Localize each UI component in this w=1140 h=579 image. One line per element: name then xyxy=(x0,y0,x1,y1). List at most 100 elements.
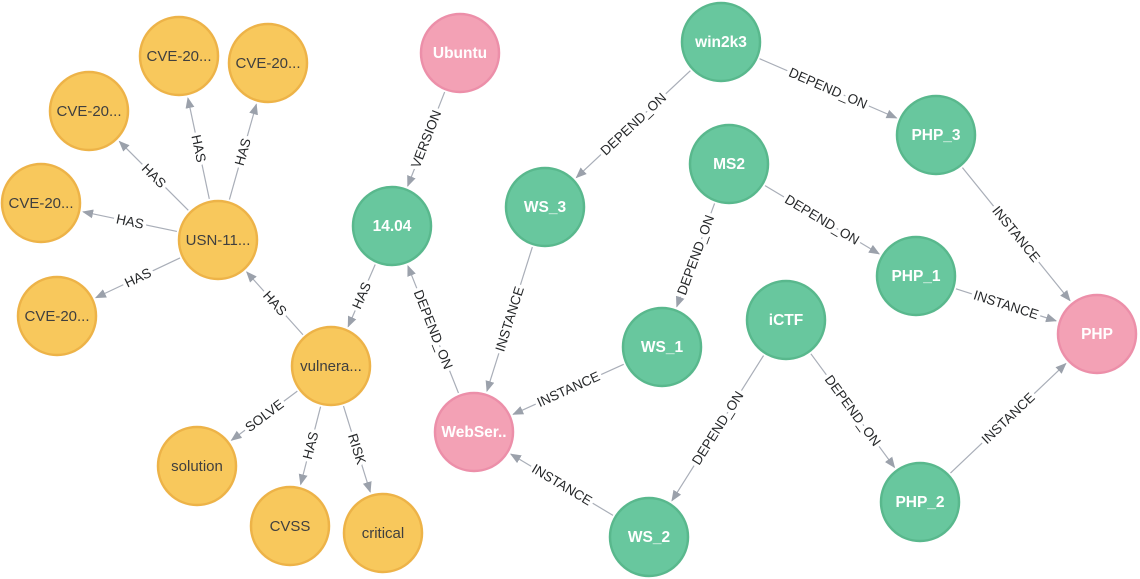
edge-label-ms2-php1[interactable]: DEPEND_ON xyxy=(779,188,866,251)
node-circle-cve_a[interactable] xyxy=(138,15,220,97)
graph-node-cve_c[interactable]: CVE-20... xyxy=(48,70,130,152)
node-circle-php3[interactable] xyxy=(895,94,977,176)
edge-label-ws3-webser[interactable]: INSTANCE xyxy=(489,281,531,357)
edge-line-has[interactable] xyxy=(246,271,304,336)
edge-label-php1-php[interactable]: INSTANCE xyxy=(968,284,1044,326)
node-circle-cve_b[interactable] xyxy=(227,22,309,104)
edge-label-vulnera-cvss[interactable]: HAS xyxy=(296,427,324,465)
edge-line-has[interactable] xyxy=(94,257,181,299)
graph-edge-ubuntu-v1404 xyxy=(407,91,446,187)
edge-label-ws1-webser[interactable]: INSTANCE xyxy=(531,365,605,413)
graph-node-ms2[interactable]: MS2 xyxy=(688,123,770,205)
edge-label-webser-v1404[interactable]: DEPEND_ON xyxy=(407,284,459,375)
edge-label-v1404-vulnera[interactable]: HAS xyxy=(346,276,378,314)
graph-node-ubuntu[interactable]: Ubuntu xyxy=(419,12,501,94)
graph-node-php2[interactable]: PHP_2 xyxy=(879,461,961,543)
graph-node-solution[interactable]: solution xyxy=(156,425,238,507)
graph-node-ws2[interactable]: WS_2 xyxy=(608,496,690,578)
graph-node-php3[interactable]: PHP_3 xyxy=(895,94,977,176)
edge-line-instance[interactable] xyxy=(950,362,1067,474)
edge-label-usn-cve_e[interactable]: HAS xyxy=(119,262,158,294)
node-circle-webser[interactable] xyxy=(433,391,515,473)
edge-label-win2k3-ws3[interactable]: DEPEND_ON xyxy=(594,86,673,161)
node-circle-solution[interactable] xyxy=(156,425,238,507)
edge-line-instance[interactable] xyxy=(961,167,1071,302)
edge-label-php3-php[interactable]: INSTANCE xyxy=(986,200,1047,269)
graph-node-cvss[interactable]: CVSS xyxy=(249,485,331,567)
node-circle-ws1[interactable] xyxy=(621,306,703,388)
edge-label-ubuntu-v1404[interactable]: VERSION xyxy=(405,105,448,174)
node-circle-critical[interactable] xyxy=(342,492,424,574)
graph-node-php1[interactable]: PHP_1 xyxy=(875,235,957,317)
graph-node-vulnera[interactable]: vulnera... xyxy=(290,325,372,407)
graph-node-win2k3[interactable]: win2k3 xyxy=(680,1,762,83)
graph-edge-usn-cve_a xyxy=(185,97,210,200)
graph-edge-vulnera-solution xyxy=(230,390,298,441)
node-circle-php[interactable] xyxy=(1056,293,1138,375)
node-circle-ms2[interactable] xyxy=(688,123,770,205)
edge-line-has[interactable] xyxy=(228,103,258,200)
edge-label-ictf-ws2[interactable]: DEPEND_ON xyxy=(685,385,750,471)
graph-node-cve_b[interactable]: CVE-20... xyxy=(227,22,309,104)
edge-line-instance[interactable] xyxy=(512,363,624,415)
node-circle-usn[interactable] xyxy=(177,199,259,281)
edge-line-depend_on[interactable] xyxy=(575,70,691,179)
node-circle-ubuntu[interactable] xyxy=(419,12,501,94)
edge-label-ictf-php2[interactable]: DEPEND_ON xyxy=(818,369,887,453)
edge-line-depend_on[interactable] xyxy=(675,203,716,308)
edge-line-depend_on[interactable] xyxy=(759,58,898,119)
edge-label-usn-cve_a[interactable]: HAS xyxy=(185,130,212,167)
graph-node-cve_a[interactable]: CVE-20... xyxy=(138,15,220,97)
graph-node-usn[interactable]: USN-11... xyxy=(177,199,259,281)
node-circle-vulnera[interactable] xyxy=(290,325,372,407)
edge-label-usn-cve_d[interactable]: HAS xyxy=(111,208,148,235)
edge-line-has[interactable] xyxy=(347,264,376,328)
edge-line-version[interactable] xyxy=(407,91,446,187)
graph-node-ws1[interactable]: WS_1 xyxy=(621,306,703,388)
edge-label-vulnera-critical[interactable]: RISK xyxy=(342,428,373,470)
node-circle-ictf[interactable] xyxy=(745,279,827,361)
edge-line-solve[interactable] xyxy=(230,390,298,441)
edge-label-ms2-ws1[interactable]: DEPEND_ON xyxy=(671,209,721,300)
node-circle-php2[interactable] xyxy=(879,461,961,543)
graph-edge-usn-cve_b xyxy=(228,103,258,200)
graph-node-ictf[interactable]: iCTF xyxy=(745,279,827,361)
node-circle-ws2[interactable] xyxy=(608,496,690,578)
node-circle-cve_c[interactable] xyxy=(48,70,130,152)
graph-edge-vulnera-cvss xyxy=(298,406,322,486)
node-circle-ws3[interactable] xyxy=(504,166,586,248)
edge-line-risk[interactable] xyxy=(342,405,372,493)
edge-line-has[interactable] xyxy=(185,97,210,200)
graph-node-webser[interactable]: WebSer.. xyxy=(433,391,515,473)
edge-label-ws2-webser[interactable]: INSTANCE xyxy=(526,458,598,512)
node-circle-cve_e[interactable] xyxy=(16,275,98,357)
edge-label-php2-php[interactable]: INSTANCE xyxy=(975,386,1041,450)
graph-node-v1404[interactable]: 14.04 xyxy=(351,185,433,267)
edge-label-vulnera-solution[interactable]: SOLVE xyxy=(239,393,290,438)
node-circle-cvss[interactable] xyxy=(249,485,331,567)
edge-line-has[interactable] xyxy=(298,406,322,486)
node-circle-v1404[interactable] xyxy=(351,185,433,267)
node-circle-cve_d[interactable] xyxy=(0,162,82,244)
edge-line-has[interactable] xyxy=(82,209,178,232)
edge-line-depend_on[interactable] xyxy=(764,185,880,255)
graph-node-php[interactable]: PHP xyxy=(1056,293,1138,375)
graph-node-ws3[interactable]: WS_3 xyxy=(504,166,586,248)
graph-edge-win2k3-php3 xyxy=(759,58,898,119)
graph-node-critical[interactable]: critical xyxy=(342,492,424,574)
edge-line-instance[interactable] xyxy=(955,288,1058,323)
edge-line-depend_on[interactable] xyxy=(810,353,896,469)
edge-line-instance[interactable] xyxy=(485,246,533,392)
edge-label-win2k3-php3[interactable]: DEPEND_ON xyxy=(783,61,873,115)
node-circle-win2k3[interactable] xyxy=(680,1,762,83)
edge-line-instance[interactable] xyxy=(510,453,614,516)
graph-node-cve_e[interactable]: CVE-20... xyxy=(16,275,98,357)
graph-node-cve_d[interactable]: CVE-20... xyxy=(0,162,82,244)
node-circle-php1[interactable] xyxy=(875,235,957,317)
edge-line-depend_on[interactable] xyxy=(671,355,765,502)
edge-line-depend_on[interactable] xyxy=(407,265,460,394)
edge-line-has[interactable] xyxy=(118,140,189,211)
edge-label-usn-cve_b[interactable]: HAS xyxy=(228,133,257,171)
